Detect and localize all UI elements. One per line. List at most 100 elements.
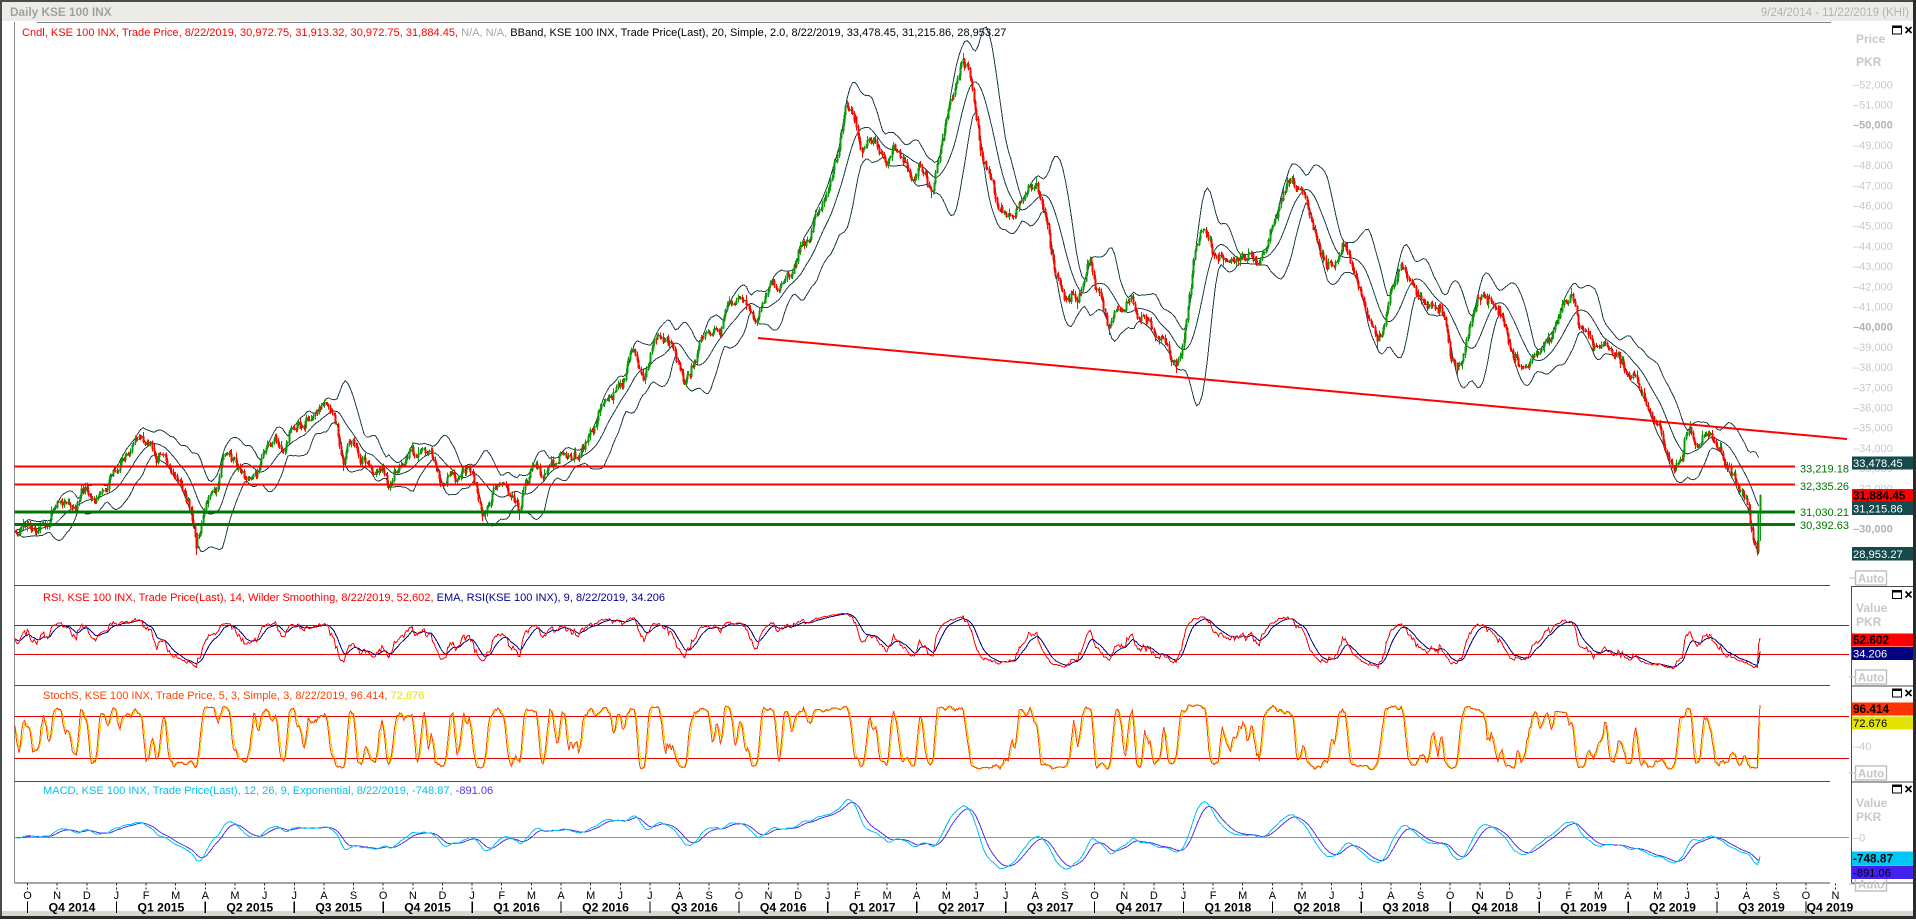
svg-text:O: O xyxy=(1090,890,1099,902)
svg-text:S: S xyxy=(706,890,713,902)
svg-text:Q2 2019: Q2 2019 xyxy=(1649,901,1696,915)
svg-text:F: F xyxy=(1565,890,1572,902)
svg-text:30,392.63: 30,392.63 xyxy=(1800,520,1849,532)
svg-text:A: A xyxy=(1624,890,1632,902)
svg-text:F: F xyxy=(1210,890,1217,902)
svg-text:–36,000: –36,000 xyxy=(1853,403,1893,415)
svg-text:Q3 2019: Q3 2019 xyxy=(1738,901,1785,915)
svg-text:Q4 2014: Q4 2014 xyxy=(49,901,96,915)
svg-text:–48,000: –48,000 xyxy=(1853,160,1893,172)
svg-text:Value: Value xyxy=(1856,601,1888,615)
svg-text:D: D xyxy=(794,890,802,902)
svg-text:Q4 2015: Q4 2015 xyxy=(404,901,451,915)
svg-text:Q1 2017: Q1 2017 xyxy=(849,901,896,915)
svg-text:Q4 2017: Q4 2017 xyxy=(1116,901,1163,915)
svg-text:S: S xyxy=(350,890,357,902)
svg-text:Q1 2015: Q1 2015 xyxy=(138,901,185,915)
svg-text:32,335.26: 32,335.26 xyxy=(1800,481,1849,493)
svg-text:O: O xyxy=(735,890,744,902)
svg-text:-748.87: -748.87 xyxy=(1853,851,1893,865)
svg-text:Price: Price xyxy=(1856,32,1886,46)
svg-text:O: O xyxy=(1446,890,1455,902)
svg-text:M: M xyxy=(942,890,951,902)
svg-text:M: M xyxy=(1594,890,1603,902)
svg-text:A: A xyxy=(320,890,328,902)
svg-text:D: D xyxy=(1150,890,1158,902)
svg-text:J: J xyxy=(1685,890,1691,902)
svg-text:–46,000: –46,000 xyxy=(1853,201,1893,213)
svg-text:–49,000: –49,000 xyxy=(1853,140,1893,152)
svg-text:J: J xyxy=(292,890,298,902)
svg-text:J: J xyxy=(1536,890,1542,902)
svg-text:J: J xyxy=(618,890,624,902)
svg-text:J: J xyxy=(1181,890,1187,902)
svg-text:F: F xyxy=(854,890,861,902)
svg-text:N: N xyxy=(1476,890,1484,902)
svg-text:–51,000: –51,000 xyxy=(1853,100,1893,112)
svg-text:Value: Value xyxy=(1856,796,1888,810)
svg-text:M: M xyxy=(586,890,595,902)
svg-text:–44,000: –44,000 xyxy=(1853,241,1893,253)
svg-text:M: M xyxy=(1238,890,1247,902)
svg-text:O: O xyxy=(23,890,32,902)
svg-text:Q3 2015: Q3 2015 xyxy=(315,901,362,915)
svg-text:Auto: Auto xyxy=(1858,673,1884,685)
svg-text:Q2 2017: Q2 2017 xyxy=(938,901,985,915)
svg-text:S: S xyxy=(1061,890,1068,902)
svg-text:O: O xyxy=(1802,890,1811,902)
svg-text:N: N xyxy=(53,890,61,902)
svg-text:Auto: Auto xyxy=(1858,574,1884,586)
svg-text:A: A xyxy=(1743,890,1751,902)
svg-text:72.676: 72.676 xyxy=(1853,718,1887,730)
svg-text:–52,000: –52,000 xyxy=(1853,79,1893,91)
svg-text:–50,000: –50,000 xyxy=(1853,120,1893,132)
svg-text:Q1 2016: Q1 2016 xyxy=(493,901,540,915)
svg-text:52.602: 52.602 xyxy=(1853,633,1890,647)
svg-text:Q4 2019: Q4 2019 xyxy=(1807,901,1854,915)
svg-text:M: M xyxy=(171,890,180,902)
svg-text:A: A xyxy=(1269,890,1277,902)
svg-text:31,215.86: 31,215.86 xyxy=(1853,504,1903,516)
svg-text:N: N xyxy=(1832,890,1840,902)
svg-text:33,219.18: 33,219.18 xyxy=(1800,464,1849,476)
svg-text:31,884.45: 31,884.45 xyxy=(1853,489,1906,503)
svg-text:S: S xyxy=(1773,890,1780,902)
svg-text:J: J xyxy=(1329,890,1335,902)
svg-text:S: S xyxy=(1417,890,1424,902)
svg-text:–37,000: –37,000 xyxy=(1853,382,1893,394)
svg-text:A: A xyxy=(557,890,565,902)
svg-text:A: A xyxy=(1032,890,1040,902)
svg-text:–47,000: –47,000 xyxy=(1853,180,1893,192)
svg-text:–0: –0 xyxy=(1853,833,1865,845)
svg-text:Auto: Auto xyxy=(1858,880,1884,892)
svg-text:M: M xyxy=(1653,890,1662,902)
svg-text:Q2 2018: Q2 2018 xyxy=(1293,901,1340,915)
svg-text:MACD, KSE 100 INX, Trade Price: MACD, KSE 100 INX, Trade Price(Last), 12… xyxy=(43,785,493,797)
svg-text:34.206: 34.206 xyxy=(1853,649,1887,661)
svg-text:J: J xyxy=(469,890,475,902)
svg-text:M: M xyxy=(230,890,239,902)
svg-text:M: M xyxy=(1297,890,1306,902)
svg-text:StochS, KSE 100 INX, Trade Pri: StochS, KSE 100 INX, Trade Price, 5, 3, … xyxy=(43,690,424,702)
svg-text:Q1 2019: Q1 2019 xyxy=(1560,901,1607,915)
svg-text:–40,000: –40,000 xyxy=(1853,322,1893,334)
svg-text:A: A xyxy=(676,890,684,902)
svg-text:–42,000: –42,000 xyxy=(1853,281,1893,293)
svg-text:Q3 2016: Q3 2016 xyxy=(671,901,718,915)
svg-text:N: N xyxy=(1120,890,1128,902)
svg-text:J: J xyxy=(647,890,653,902)
svg-text:96.414: 96.414 xyxy=(1853,702,1890,716)
svg-text:M: M xyxy=(883,890,892,902)
svg-text:Q3 2017: Q3 2017 xyxy=(1027,901,1074,915)
svg-text:D: D xyxy=(1506,890,1514,902)
svg-text:A: A xyxy=(1387,890,1395,902)
svg-text:9/24/2014 - 11/22/2019 (KHI): 9/24/2014 - 11/22/2019 (KHI) xyxy=(1761,7,1909,19)
svg-text:F: F xyxy=(498,890,505,902)
svg-text:PKR: PKR xyxy=(1856,55,1882,69)
svg-text:J: J xyxy=(825,890,831,902)
svg-text:–34,000: –34,000 xyxy=(1853,443,1893,455)
svg-text:Q4 2018: Q4 2018 xyxy=(1471,901,1518,915)
svg-text:31,030.21: 31,030.21 xyxy=(1800,507,1849,519)
svg-text:N: N xyxy=(765,890,773,902)
svg-text:RSI, KSE 100 INX, Trade Price(: RSI, KSE 100 INX, Trade Price(Last), 14,… xyxy=(43,592,665,604)
